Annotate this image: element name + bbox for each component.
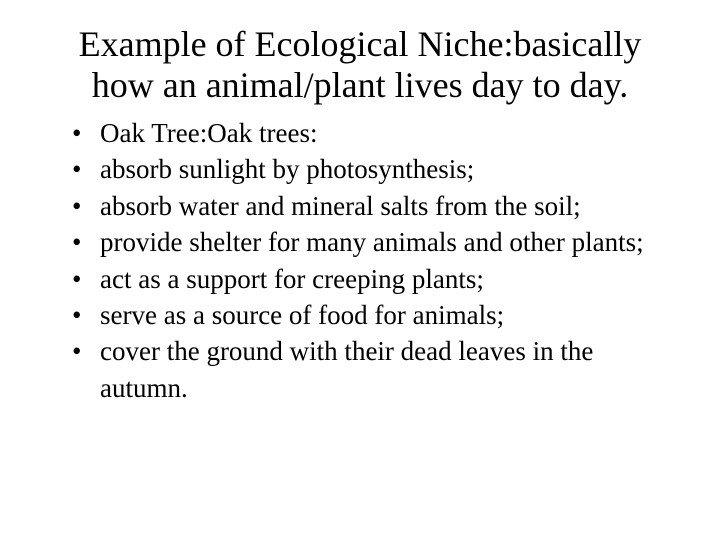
list-item: provide shelter for many animals and oth… <box>72 224 672 260</box>
list-item: serve as a source of food for animals; <box>72 297 672 333</box>
slide: Example of Ecological Niche:basically ho… <box>0 0 720 540</box>
list-item: act as a support for creeping plants; <box>72 261 672 297</box>
list-item: Oak Tree:Oak trees: <box>72 115 672 151</box>
list-item: absorb sunlight by photosynthesis; <box>72 151 672 187</box>
list-item: cover the ground with their dead leaves … <box>72 333 672 406</box>
bullet-list: Oak Tree:Oak trees: absorb sunlight by p… <box>48 115 672 407</box>
slide-title: Example of Ecological Niche:basically ho… <box>48 24 672 107</box>
list-item: absorb water and mineral salts from the … <box>72 188 672 224</box>
